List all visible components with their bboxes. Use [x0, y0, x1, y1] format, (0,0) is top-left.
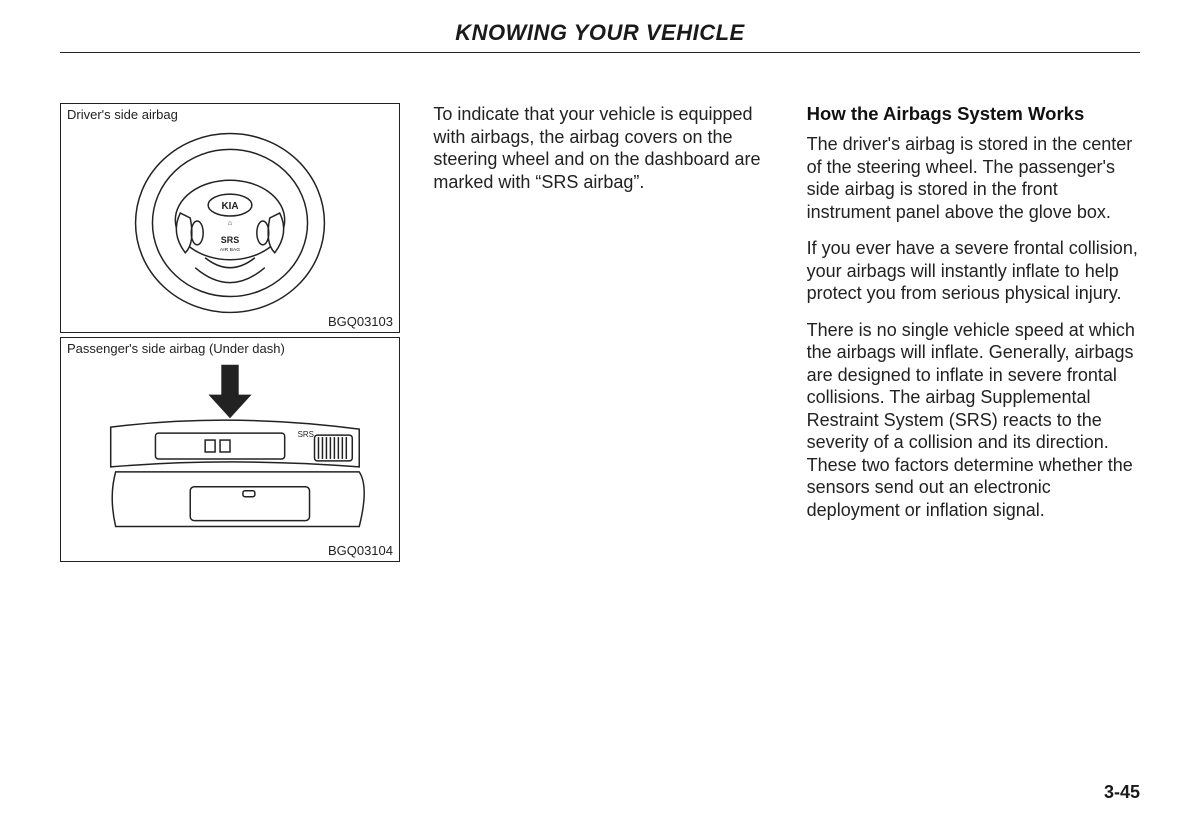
page-number: 3-45 [1104, 782, 1140, 803]
paragraph-srs: There is no single vehicle speed at whic… [807, 319, 1140, 522]
section-heading: How the Airbags System Works [807, 103, 1140, 125]
dashboard-illustration: SRS [61, 338, 399, 561]
figure2-label: Passenger's side airbag (Under dash) [67, 341, 285, 356]
steering-wheel-illustration: KIA ⌂ SRS AIR BAG [61, 104, 399, 332]
svg-text:SRS: SRS [298, 430, 314, 439]
srs-badge-text: SRS [221, 235, 239, 245]
figure2-code: BGQ03104 [328, 543, 393, 558]
figure1-code: BGQ03103 [328, 314, 393, 329]
kia-logo-text: KIA [221, 201, 238, 212]
figure1-label: Driver's side airbag [67, 107, 178, 122]
content-columns: Driver's side airbag KIA [60, 103, 1140, 566]
column-figures: Driver's side airbag KIA [60, 103, 393, 566]
svg-text:AIR BAG: AIR BAG [220, 247, 240, 253]
page-title: KNOWING YOUR VEHICLE [60, 20, 1140, 53]
manual-page: KNOWING YOUR VEHICLE Driver's side airba… [0, 0, 1200, 825]
intro-paragraph: To indicate that your vehicle is equippe… [433, 103, 766, 193]
svg-text:⌂: ⌂ [228, 220, 232, 227]
paragraph-collision: If you ever have a severe frontal collis… [807, 237, 1140, 305]
column-middle: To indicate that your vehicle is equippe… [433, 103, 766, 566]
paragraph-storage: The driver's airbag is stored in the cen… [807, 133, 1140, 223]
column-right: How the Airbags System Works The driver'… [807, 103, 1140, 566]
figure-driver-airbag: Driver's side airbag KIA [60, 103, 400, 333]
figure-passenger-airbag: Passenger's side airbag (Under dash) [60, 337, 400, 562]
